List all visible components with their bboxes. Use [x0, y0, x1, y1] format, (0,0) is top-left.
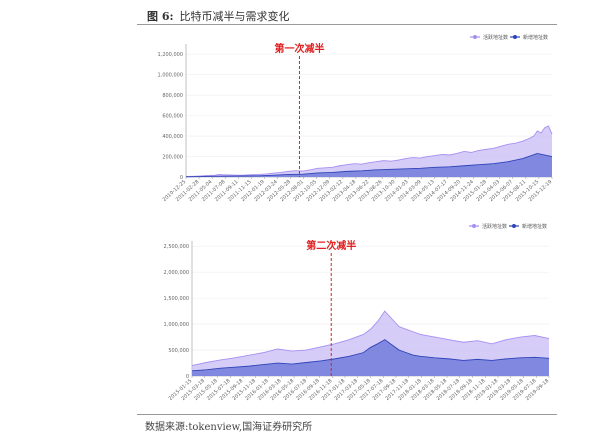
y-tick-label: 2,000,000: [164, 270, 189, 276]
y-tick-label: 200,000: [162, 154, 183, 160]
legend-label: 新增地址数: [522, 223, 547, 230]
series-new-addresses-line: [185, 153, 553, 178]
y-tick-label: 1,500,000: [164, 296, 189, 302]
series-active-addresses-area: [186, 125, 552, 177]
top-rule: [137, 24, 557, 25]
figure-title: 图 6: 比特币减半与需求变化: [147, 8, 290, 24]
chart-first-halving-svg: 0 200,000 400,000 600,000 800,000 1,000,000 1,…: [158, 34, 554, 203]
y-tick-label: 400,000: [162, 134, 183, 140]
y-tick-label: 600,000: [162, 113, 183, 119]
y-tick-label: 500,000: [168, 348, 189, 354]
y-tick-label: 1,000,000: [164, 322, 189, 328]
gridlines: [186, 53, 552, 178]
y-tick-label: 0: [186, 374, 189, 380]
legend: 活跃地址数 新增地址数: [469, 223, 547, 230]
y-tick-label: 0: [180, 175, 183, 181]
legend: 活跃地址数 新增地址数: [470, 34, 548, 41]
series-new-addresses-area: [186, 153, 552, 177]
halving-annotation: 第二次减半: [306, 239, 356, 252]
legend-swatch-dot: [472, 224, 476, 228]
legend-swatch-dot: [473, 35, 477, 39]
y-tick-label: 1,000,000: [158, 72, 183, 78]
figure-source: 数据来源:tokenview,国海证券研究所: [145, 422, 313, 433]
y-tick-label: 2,500,000: [164, 244, 189, 250]
series-active-addresses-line: [185, 125, 553, 177]
legend-swatch-dot: [512, 224, 516, 228]
series-new-addresses-line: [191, 339, 550, 372]
legend-label: 活跃地址数: [483, 34, 508, 41]
series-active-addresses-line: [191, 310, 550, 367]
chart-second-halving: 0 500,000 1,000,000 1,500,000 2,000,000 2,500…: [161, 220, 557, 410]
series-new-addresses-area: [192, 339, 549, 376]
halving-annotation: 第一次减半: [274, 42, 324, 55]
figure-label: 图 6:: [147, 10, 174, 23]
y-tick-label: 800,000: [162, 93, 183, 99]
y-tick-label: 1,200,000: [158, 52, 183, 58]
bottom-rule: [137, 414, 557, 415]
legend-swatch-dot: [513, 35, 517, 39]
chart-first-halving: 0 200,000 400,000 600,000 800,000 1,000,000 1,…: [152, 30, 558, 213]
chart-second-halving-svg: 0 500,000 1,000,000 1,500,000 2,000,000 2,500…: [164, 223, 551, 402]
figure-title-text: 比特币减半与需求变化: [179, 10, 290, 23]
legend-label: 活跃地址数: [482, 223, 507, 230]
legend-label: 新增地址数: [523, 34, 548, 41]
